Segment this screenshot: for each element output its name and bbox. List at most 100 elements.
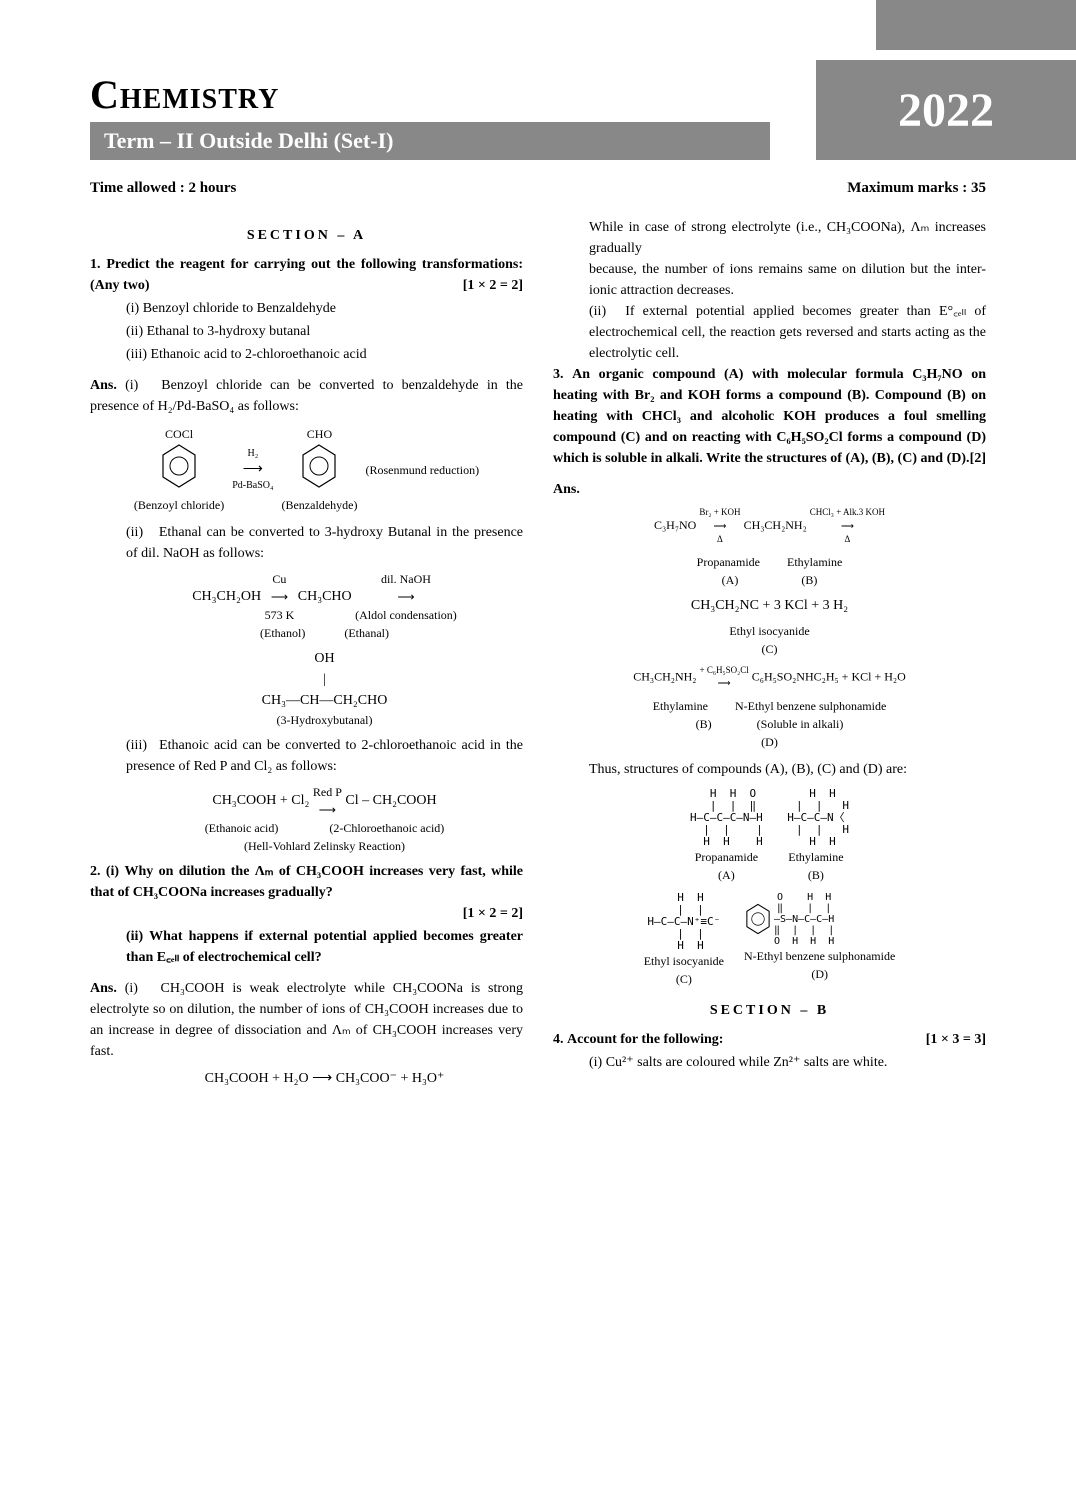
benzene-icon: [159, 443, 199, 489]
aldol-label: (Aldol condensation): [355, 608, 457, 622]
ans1-i-text: Benzoyl chloride can be converted to ben…: [90, 378, 523, 414]
q2-ii-label: (ii): [126, 929, 143, 944]
hvz-note: (Hell-Vohlard Zelinsky Reaction): [126, 837, 523, 855]
ethylamine-structure: H H | | H H—C—C—N〈 | | H H H: [783, 788, 849, 848]
arrow-top: H₂: [232, 446, 273, 461]
q2-num: 2.: [90, 864, 101, 879]
ans2-ii-text: If external potential applied becomes gr…: [589, 304, 986, 361]
top-bar: [0, 0, 1076, 50]
benzene-icon: [299, 443, 339, 489]
ans1-i-label: (i): [125, 375, 153, 396]
q4-num: 4.: [553, 1032, 564, 1047]
q2-marks: [1 × 2 = 2]: [90, 903, 523, 924]
ans3-step3-tags: (B) (Soluble in alkali): [553, 715, 986, 733]
ans1-ii-product: OH | CH₃—CH—CH₂CHO (3-Hydroxybutanal): [126, 648, 523, 729]
q1-marks: [1 × 2 = 2]: [463, 275, 523, 296]
iii-names: (Ethanoic acid) (2-Chloroethanoic acid): [126, 819, 523, 837]
q3-marks: [2]: [970, 448, 986, 469]
time-allowed: Time allowed : 2 hours: [90, 180, 236, 197]
propanamide-structure: H H O | | ‖ H—C—C—C—N—H | | | H H H: [690, 788, 763, 848]
answer-3: Ans. C₃H₇NO Br₂ + KOH⟶ Δ CH₃CH₂NH₂ CHCl₃…: [553, 479, 986, 988]
ans3-step1-tags: (A) (B): [553, 571, 986, 589]
arrow-bot: Pd-BaSO₄: [232, 478, 273, 493]
year: 2022: [898, 83, 994, 138]
structures-row2: H H | | H—C—C—N⁺≡C⁻ | | H H Ethyl isocya…: [553, 892, 986, 988]
hydroxybutanal: CH₃—CH—CH₂CHO: [126, 690, 523, 711]
q1-text: Predict the reagent for carrying out the…: [90, 257, 523, 293]
ans3-step1: C₃H₇NO Br₂ + KOH⟶ Δ CH₃CH₂NH₂ CHCl₃ + Al…: [553, 506, 986, 547]
temp-label: 573 K: [265, 608, 295, 622]
q1-ii: (ii) Ethanal to 3-hydroxy butanal: [126, 321, 523, 342]
q3-num: 3.: [553, 367, 564, 382]
question-3: 3. An organic compound (A) with molecula…: [553, 364, 986, 469]
q4-i: (i) Cu²⁺ salts are coloured while Zn²⁺ s…: [589, 1052, 986, 1073]
ethanol: CH₃CH₂OH: [192, 589, 261, 604]
benzene-icon: [744, 903, 772, 935]
q2-ii-text: What happens if external potential appli…: [126, 929, 523, 965]
ans3-step3: CH₃CH₂NH₂ + C₆H₅SO₂Cl⟶ C₆H₅SO₂NHC₂H₅ + K…: [553, 664, 986, 691]
max-marks: Maximum marks : 35: [847, 180, 986, 197]
benzoyl-chloride: COCl (Benzoyl chloride): [134, 425, 224, 514]
chloroethanoic: Cl – CH₂COOH: [345, 793, 436, 808]
bond-line: |: [126, 669, 523, 690]
reactant-names: (Ethanol) (Ethanal): [126, 624, 523, 642]
ans1-ii: (ii) Ethanal can be converted to 3-hydro…: [126, 522, 523, 564]
ans2-i-text3: because, the number of ions remains same…: [589, 259, 986, 301]
q3-text: An organic compound (A) with molecular f…: [553, 367, 986, 466]
question-4: 4. Account for the following: [1 × 3 = 3…: [553, 1029, 986, 1073]
section-a-heading: SECTION – A: [90, 225, 523, 246]
cocl-label: COCl: [134, 425, 224, 443]
ans1-ii-label: (ii): [126, 522, 154, 543]
q4-text: Account for the following:: [567, 1032, 723, 1047]
q1-num: 1.: [90, 257, 101, 272]
rosenmund-note: (Rosenmund reduction): [365, 461, 479, 479]
ans2-ii: (ii) If external potential applied becom…: [589, 301, 986, 364]
header-year-box: 2022: [816, 60, 1076, 160]
q2-ii: (ii) What happens if external potential …: [126, 926, 523, 968]
cu-label: Cu: [272, 572, 286, 586]
ans2-ii-label: (ii): [589, 301, 617, 322]
ans3-conclusion: Thus, structures of compounds (A), (B), …: [589, 759, 986, 780]
ans1-iii-reaction: CH₃COOH + Cl₂ Red P⟶ Cl – CH₂COOH (Ethan…: [126, 783, 523, 855]
benzaldehyde: CHO (Benzaldehyde): [281, 425, 357, 514]
ans3-step2-tag: (C): [553, 640, 986, 658]
question-2: 2. (i) Why on dilution the Λₘ of CH₃COOH…: [90, 861, 523, 968]
page-title: Chemistry: [90, 71, 816, 118]
ethanal: CH₃CHO: [298, 589, 352, 604]
q1-iii: (iii) Ethanoic acid to 2-chloroethanoic …: [126, 344, 523, 365]
ans2-i-eq: CH₃COOH + H₂O ⟶ CH₃COO⁻ + H₃O⁺: [126, 1068, 523, 1089]
ans1-iii-text: Ethanoic acid can be converted to 2-chlo…: [126, 738, 523, 774]
header-left: Chemistry Term – II Outside Delhi (Set-I…: [90, 71, 816, 160]
naoh-label: dil. NaOH: [381, 572, 431, 586]
ans2-i-text2: While in case of strong electrolyte (i.e…: [589, 217, 986, 259]
question-1: 1. Predict the reagent for carrying out …: [90, 254, 523, 365]
ans1-label: Ans.: [90, 378, 117, 393]
q2-i-label: (i): [106, 864, 119, 879]
struct-c: H H | | H—C—C—N⁺≡C⁻ | | H H Ethyl isocya…: [644, 892, 724, 988]
hydroxybutanal-name: (3-Hydroxybutanal): [126, 711, 523, 729]
cho-label: CHO: [281, 425, 357, 443]
section-b-heading: SECTION – B: [553, 1000, 986, 1021]
redp-label: Red P: [313, 785, 342, 799]
header: Chemistry Term – II Outside Delhi (Set-I…: [0, 50, 1076, 160]
ans3-step2-prod: CH₃CH₂NC + 3 KCl + 3 H₂: [553, 595, 986, 616]
top-bar-accent: [876, 0, 1076, 50]
ans3-step3-names: Ethylamine N-Ethyl benzene sulphonamide: [553, 697, 986, 715]
struct-d: O H H ‖ | | —S—N—C—C—H ‖ | | | O H H H N…: [744, 892, 895, 988]
ethanoic-acid: CH₃COOH + Cl₂: [212, 793, 309, 808]
content-columns: SECTION – A 1. Predict the reagent for c…: [0, 207, 1076, 1129]
answer-1: Ans. (i) Benzoyl chloride can be convert…: [90, 375, 523, 855]
page-subtitle: Term – II Outside Delhi (Set-I): [90, 122, 770, 160]
ans2-i-label: (i): [125, 978, 153, 999]
ans3-step1-names: Propanamide Ethylamine: [553, 553, 986, 571]
sulphonamide-structure: O H H ‖ | | —S—N—C—C—H ‖ | | | O H H H: [744, 892, 895, 947]
q1-i: (i) Benzoyl chloride to Benzaldehyde: [126, 298, 523, 319]
struct-b: H H | | H H—C—C—N〈 | | H H H Ethylamine …: [783, 788, 849, 884]
q2-i-text: Why on dilution the Λₘ of CH₃COOH increa…: [90, 864, 523, 900]
ans3-step3-dtag: (D): [553, 733, 986, 751]
oh-line: OH: [126, 648, 523, 669]
ans1-i-reaction: COCl (Benzoyl chloride) H₂ ⟶ Pd-BaSO₄ CH…: [90, 425, 523, 514]
ans2-i-text: CH₃COOH is weak electrolyte while CH₃COO…: [90, 981, 523, 1059]
ans1-ii-reaction: CH₃CH₂OH Cu⟶ 573 K CH₃CHO dil. NaOH⟶ (Al…: [126, 570, 523, 642]
q4-marks: [1 × 3 = 3]: [926, 1029, 986, 1050]
